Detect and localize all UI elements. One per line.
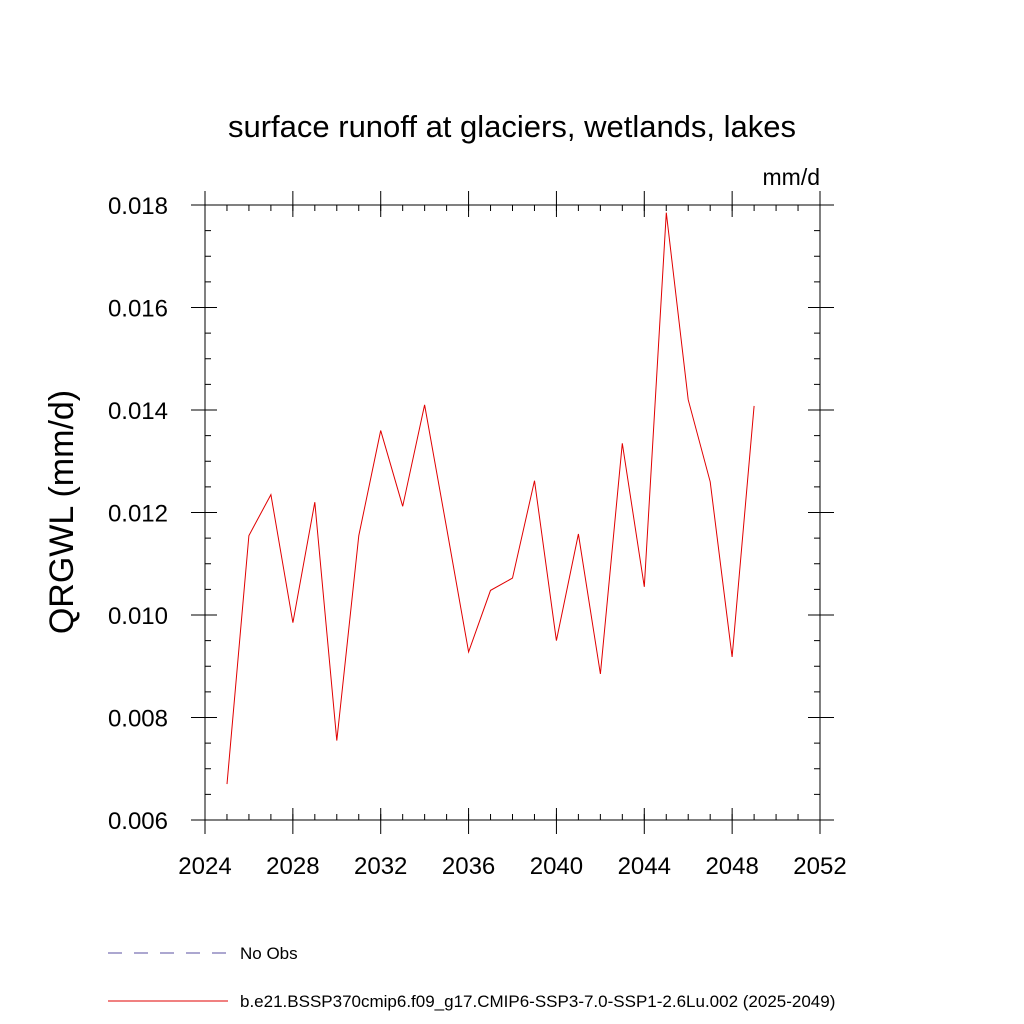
legend-label: b.e21.BSSP370cmip6.f09_g17.CMIP6-SSP3-7.… [240, 992, 835, 1011]
y-tick-label: 0.016 [108, 296, 168, 323]
x-tick-label: 2048 [705, 853, 758, 880]
legend-label: No Obs [240, 944, 298, 963]
y-tick-label: 0.010 [108, 603, 168, 630]
x-tick-label: 2036 [442, 853, 495, 880]
x-tick-label: 2028 [266, 853, 319, 880]
legend: No Obs b.e21.BSSP370cmip6.f09_g17.CMIP6-S… [108, 944, 835, 1011]
x-tick-label: 2052 [793, 853, 846, 880]
y-tick-label: 0.018 [108, 193, 168, 220]
y-tick-label: 0.014 [108, 398, 168, 425]
chart-title: surface runoff at glaciers, wetlands, la… [228, 109, 796, 144]
x-tick-label: 2044 [618, 853, 671, 880]
y-tick-label: 0.012 [108, 501, 168, 528]
y-tick-label: 0.008 [108, 706, 168, 733]
series-layer [226, 212, 755, 785]
y-axis-label: QRGWL (mm/d) [43, 390, 81, 634]
plot-frame [204, 204, 821, 821]
x-tick-label: 2024 [178, 853, 231, 880]
axis-ticks: 2024 2028 2032 2036 2040 2044 2048 2052 0.006 0.0… [108, 191, 847, 880]
units-label: mm/d [763, 164, 821, 190]
y-tick-label: 0.006 [108, 808, 168, 835]
x-tick-label: 2040 [530, 853, 583, 880]
x-tick-label: 2032 [354, 853, 407, 880]
series-line [226, 212, 755, 785]
